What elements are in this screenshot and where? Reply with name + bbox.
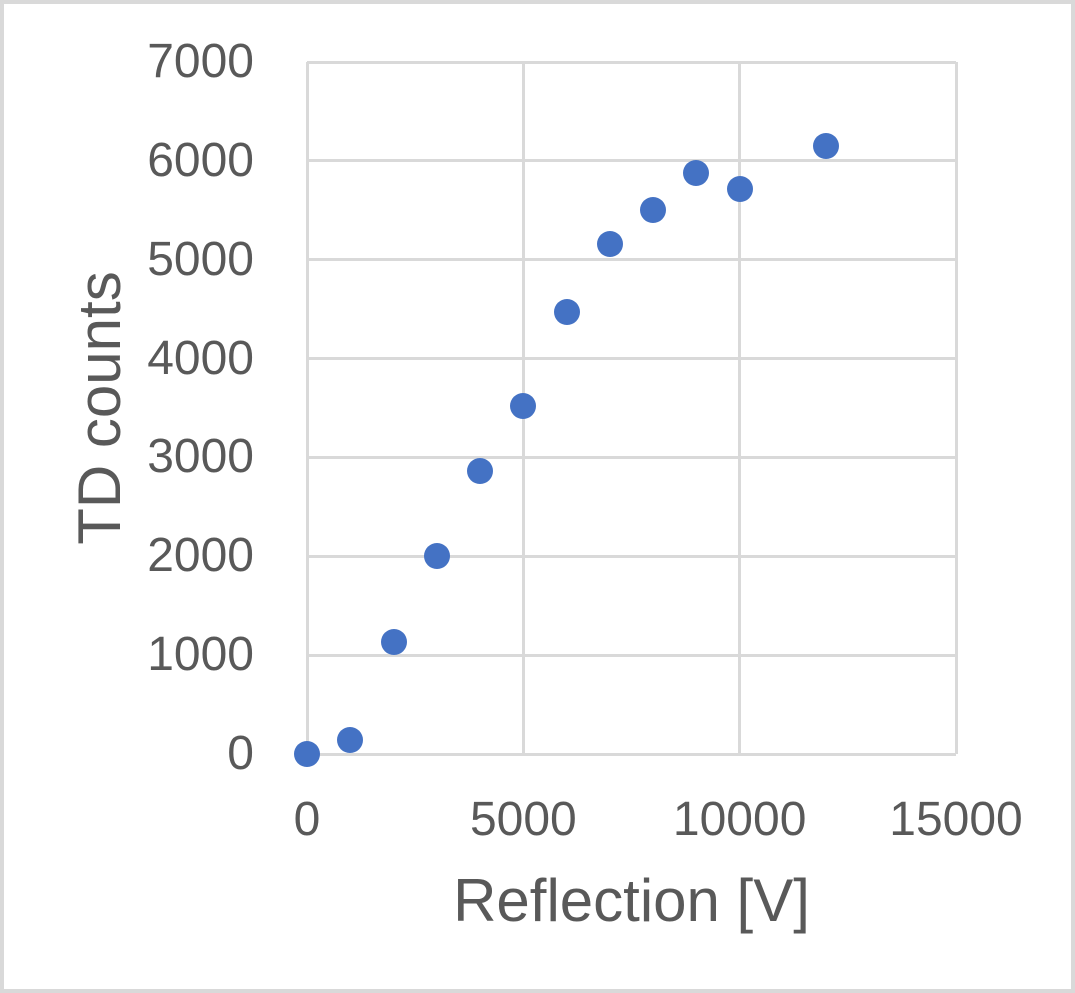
x-tick-label: 10000 [672, 793, 807, 846]
data-point [683, 159, 710, 186]
gridline-y-2000 [307, 554, 956, 558]
gridline-y-1000 [307, 653, 956, 657]
plot-area [294, 60, 958, 767]
x-axis-title: Reflection [V] [453, 867, 810, 934]
data-point [510, 393, 537, 420]
data-point [553, 299, 580, 326]
gridline-y-6000 [307, 159, 956, 163]
gridline-y-4000 [307, 357, 956, 361]
y-tick-label: 0 [227, 727, 254, 780]
data-point [640, 197, 667, 224]
gridline-x-10000 [738, 62, 742, 754]
gridline-y-3000 [307, 455, 956, 459]
data-point [337, 727, 364, 754]
data-point [380, 629, 407, 656]
gridline-y-7000 [307, 60, 956, 64]
data-point [726, 175, 753, 202]
data-point [467, 458, 494, 485]
data-point [423, 543, 450, 570]
x-tick-label: 15000 [889, 793, 1023, 846]
y-tick-label: 7000 [147, 35, 254, 88]
gridline-x-0 [305, 62, 309, 754]
x-tick-label: 0 [293, 793, 321, 846]
y-tick-label: 4000 [147, 331, 254, 385]
y-tick-label: 5000 [147, 232, 254, 286]
x-tick-label: 5000 [469, 793, 577, 846]
y-tick-label: 6000 [147, 133, 254, 187]
gridline-x-15000 [954, 62, 958, 754]
gridline-y-5000 [307, 258, 956, 262]
data-point [596, 230, 623, 257]
y-tick-label: 2000 [147, 529, 254, 583]
y-tick-label: 1000 [147, 628, 254, 682]
data-point [813, 133, 840, 160]
gridline-y-0 [307, 752, 956, 756]
data-point [294, 741, 320, 767]
y-tick-label: 3000 [147, 430, 254, 484]
